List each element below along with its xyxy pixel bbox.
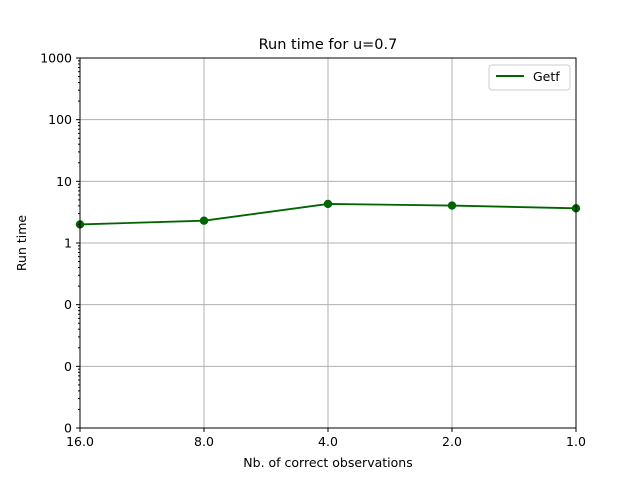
grid-layer [79, 58, 577, 428]
x-tick-label: 1.0 [566, 434, 586, 449]
data-point [199, 216, 209, 225]
y-tick-label: 10 [56, 174, 72, 189]
legend-label: Getf [533, 69, 560, 84]
x-tick-label: 4.0 [318, 434, 338, 449]
data-point [447, 201, 457, 210]
x-axis: 16.0 8.0 4.0 2.0 1.0 [66, 428, 586, 449]
data-point [323, 199, 333, 209]
y-tick-label: 0 [64, 359, 72, 374]
chart-title: Run time for u=0.7 [259, 37, 398, 53]
x-axis-label: Nb. of correct observations [243, 455, 412, 470]
y-tick-label: 1000 [40, 51, 72, 66]
y-axis-label: Run time [14, 215, 29, 271]
y-tick-label: 100 [48, 112, 72, 127]
x-tick-label: 16.0 [66, 434, 94, 449]
y-tick-label: 0 [64, 297, 72, 312]
x-tick-label: 2.0 [442, 434, 462, 449]
y-tick-label: 0 [64, 421, 72, 436]
legend: Getf [488, 64, 571, 91]
x-tick-label: 8.0 [194, 434, 214, 449]
legend-box [488, 64, 571, 91]
y-axis: 0 0 0 1 10 100 1000 [40, 51, 80, 436]
y-tick-label: 1 [64, 236, 72, 251]
